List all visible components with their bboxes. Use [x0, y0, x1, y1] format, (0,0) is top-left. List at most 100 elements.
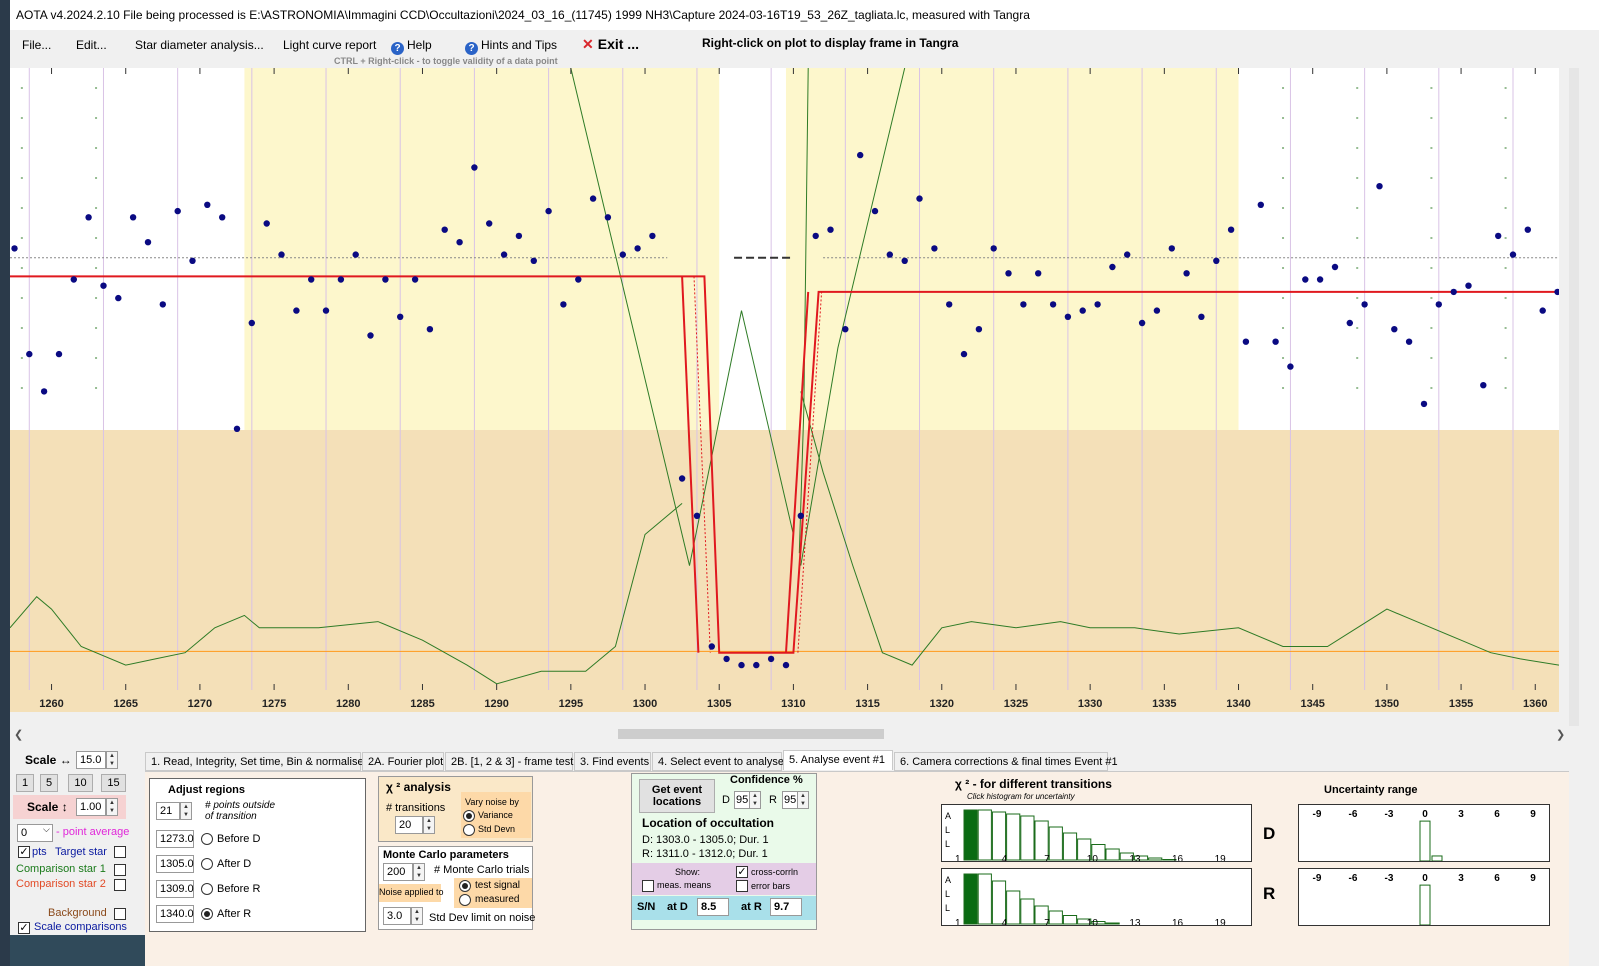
confidence-r-spinner[interactable]: ▲ ▼	[797, 791, 809, 809]
point-average-select[interactable]: 0	[17, 824, 53, 842]
after-d-radio[interactable]	[201, 858, 213, 870]
test-signal-radio[interactable]	[459, 880, 471, 892]
before-d-radio[interactable]	[201, 833, 213, 845]
data-point	[456, 239, 463, 246]
data-point	[1138, 319, 1146, 327]
tab-fourier[interactable]: 2A. Fourier plot	[362, 752, 444, 771]
sn-at-d-label: at D	[667, 901, 688, 913]
comp1-checkbox[interactable]	[114, 864, 126, 876]
stddev-radio[interactable]	[463, 824, 475, 836]
scale-v-spinner[interactable]: ▲ ▼	[106, 798, 118, 816]
data-point	[1405, 338, 1413, 345]
histogram-tick-label: 19	[1215, 854, 1227, 862]
cross-corr-label: cross-corrln	[751, 867, 799, 877]
menu-exit[interactable]: ✕ Exit ...	[582, 36, 639, 53]
after-d-label: After D	[217, 858, 252, 870]
menu-light-curve-report[interactable]: Light curve report	[283, 38, 377, 52]
region-after-r-input[interactable]: 1340.0	[156, 905, 194, 923]
menu-star-diameter[interactable]: Star diameter analysis...	[135, 38, 264, 52]
std-limit-spinner[interactable]: ▲ ▼	[411, 907, 423, 925]
variance-radio[interactable]	[463, 810, 475, 822]
before-r-radio[interactable]	[201, 883, 213, 895]
confidence-d-spinner[interactable]: ▲ ▼	[749, 791, 761, 809]
tab-find-events[interactable]: 3. Find events	[574, 752, 651, 771]
menu-help[interactable]: ? Help	[391, 38, 432, 55]
confidence-r-input[interactable]: 95	[782, 791, 798, 809]
scale-v-input[interactable]: 1.00	[76, 798, 106, 816]
region-before-r-input[interactable]: 1309.0	[156, 880, 194, 898]
data-point	[70, 276, 77, 283]
after-r-radio[interactable]	[201, 908, 213, 920]
scale-comparisons-checkbox[interactable]: ✓	[18, 922, 30, 934]
scroll-left-icon[interactable]: ❮	[14, 729, 24, 741]
cross-corr-checkbox[interactable]: ✓	[736, 866, 748, 878]
background-checkbox[interactable]	[114, 908, 126, 920]
tab-select-event[interactable]: 4. Select event to analyse	[652, 752, 784, 771]
comp1-label: Comparison star 1	[16, 863, 106, 875]
all-letter: L	[945, 825, 950, 835]
mc-trials-input[interactable]: 200	[383, 863, 413, 881]
horizontal-scrollbar[interactable]: ❮ ❯	[10, 726, 1569, 742]
tab-frame-test[interactable]: 2B. [1, 2 & 3] - frame test	[445, 752, 573, 771]
vary-noise-label: Vary noise by	[465, 797, 519, 807]
data-point	[1109, 263, 1116, 271]
data-point	[634, 245, 641, 252]
scroll-right-icon[interactable]: ❯	[1556, 729, 1566, 741]
get-event-locations-button[interactable]: Get event locations	[639, 779, 715, 813]
histogram-tick-label: 7	[1044, 918, 1050, 926]
analyse-panel: Adjust regions 21 ▲ ▼ # points outside of…	[145, 771, 1569, 966]
data-point	[1524, 226, 1532, 233]
scale-btn-1[interactable]: 1	[16, 774, 34, 792]
data-point	[990, 245, 997, 252]
pts-checkbox[interactable]: ✓	[18, 846, 30, 858]
mc-trials-spinner[interactable]: ▲ ▼	[413, 863, 425, 881]
confidence-d-input[interactable]: 95	[734, 791, 750, 809]
scale-btn-10[interactable]: 10	[68, 774, 93, 792]
light-curve-plot[interactable]: 1260 1265 1270 1275 1280 1285 1290 1295 1300 1305…	[10, 68, 1559, 726]
points-outside-spinner[interactable]: ▲ ▼	[180, 802, 192, 820]
std-limit-input[interactable]: 3.0	[383, 907, 411, 925]
data-point	[827, 226, 834, 233]
meas-means-checkbox[interactable]	[642, 880, 654, 892]
tab-read[interactable]: 1. Read, Integrity, Set time, Bin & norm…	[145, 752, 364, 771]
data-point	[946, 301, 953, 308]
menu-edit[interactable]: Edit...	[76, 38, 107, 52]
scroll-thumb[interactable]	[618, 729, 884, 739]
uncertainty-tick-label: 0	[1422, 809, 1428, 820]
fit-r-dotted	[797, 291, 823, 653]
data-point	[1495, 232, 1502, 240]
test-signal-label: test signal	[475, 880, 521, 891]
scale-h-spinner[interactable]: ▲ ▼	[106, 751, 118, 769]
menu-file[interactable]: File...	[22, 38, 52, 52]
transitions-label: # transitions	[386, 802, 446, 814]
menu-hints[interactable]: ? Hints and Tips	[465, 38, 557, 55]
tab-camera-corrections[interactable]: 6. Camera corrections & final times Even…	[894, 752, 1118, 771]
x-tick-label: 1270	[188, 698, 212, 710]
transitions-spinner[interactable]: ▲ ▼	[423, 816, 435, 834]
region-before-d-input[interactable]: 1273.0	[156, 830, 194, 848]
scale-btn-15[interactable]: 15	[101, 774, 126, 792]
transitions-input[interactable]: 20	[395, 816, 423, 834]
chi2-curve-right	[800, 391, 1559, 666]
histogram-bar	[977, 809, 992, 861]
histogram-r-label: R	[1263, 884, 1276, 903]
data-point	[1064, 313, 1072, 320]
vertical-scrollbar[interactable]	[1569, 68, 1579, 726]
help-icon: ?	[391, 42, 404, 55]
region-after-d-input[interactable]: 1305.0	[156, 855, 194, 873]
data-point	[1094, 301, 1101, 308]
scale-h-input[interactable]: 15.0	[76, 751, 106, 769]
comp2-checkbox[interactable]	[114, 879, 126, 891]
measured-radio[interactable]	[459, 894, 471, 906]
data-point	[797, 512, 804, 519]
data-point	[1331, 263, 1339, 271]
target-star-checkbox[interactable]	[114, 846, 126, 858]
points-outside-input[interactable]: 21	[156, 802, 180, 820]
scale-h-label: Scale ↔	[25, 753, 72, 767]
scale-btn-5[interactable]: 5	[40, 774, 58, 792]
error-bars-checkbox[interactable]	[736, 880, 748, 892]
tab-analyse-event[interactable]: 5. Analyse event #1	[783, 750, 893, 770]
